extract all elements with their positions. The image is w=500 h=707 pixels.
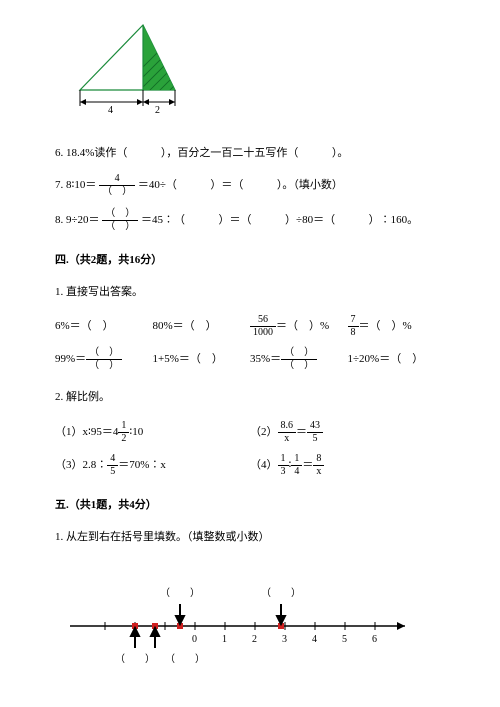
calc-row-2: 99%＝（ ）（ ） 1+5%＝（ ） 35%＝（ ）（ ） 1÷20%＝（ ） bbox=[55, 348, 445, 371]
question-8: 8. 9÷20＝ （ ） （ ） ＝45∶（ ）＝（ ）÷80＝（ ）∶160。 bbox=[55, 209, 445, 232]
q8-text-c: ）＝（ bbox=[219, 214, 252, 226]
number-line-figure: 0 1 2 3 4 5 6 （ ） （ ） （ ） bbox=[55, 576, 445, 673]
q8-text-e: ）∶160。 bbox=[369, 214, 419, 226]
q7-fraction: 4 （ ） bbox=[99, 174, 135, 197]
tick-4: 4 bbox=[312, 634, 317, 645]
section-5-title: 五.（共1题，共4分） bbox=[55, 497, 445, 515]
calc-1b: 80%＝（ ） bbox=[153, 318, 251, 336]
tick-5: 5 bbox=[342, 634, 347, 645]
calc-1d: 78＝（ ）% bbox=[348, 315, 446, 338]
calc-1a: 6%＝（ ） bbox=[55, 318, 153, 336]
triangle-figure: 4 2 bbox=[70, 20, 445, 127]
q6-text-b: ），百分之一百二十五写作（ bbox=[161, 147, 299, 159]
q6-text-a: 6. 18.4%读作（ bbox=[55, 147, 127, 159]
tick-2: 2 bbox=[252, 634, 257, 645]
q7-text-c: ）＝（ bbox=[210, 179, 243, 191]
tick-0: 0 bbox=[192, 634, 197, 645]
prop-4: （4）13∶14＝8x bbox=[250, 454, 445, 477]
q8-text-d: ）÷80＝（ bbox=[285, 214, 335, 226]
section-4-title: 四.（共2题，共16分） bbox=[55, 252, 445, 270]
arrowhead-icon bbox=[397, 622, 405, 630]
bot-blank-1: （ ） bbox=[115, 653, 155, 665]
top-blank-1: （ ） bbox=[160, 587, 200, 599]
dim-left-label: 4 bbox=[108, 105, 113, 116]
prop-1: （1）x∶95＝412∶10 bbox=[55, 421, 250, 444]
q7-text-b: ＝40÷（ bbox=[138, 179, 177, 191]
question-7: 7. 8∶10＝ 4 （ ） ＝40÷（ ）＝（ ）。（填小数） bbox=[55, 174, 445, 197]
tick-6: 6 bbox=[372, 634, 377, 645]
section-4-q2-label: 2. 解比例。 bbox=[55, 389, 445, 407]
bot-blank-2: （ ） bbox=[165, 653, 205, 665]
section-4-q1-label: 1. 直接写出答案。 bbox=[55, 284, 445, 302]
dim-right-label: 2 bbox=[155, 105, 160, 116]
calc-row-1: 6%＝（ ） 80%＝（ ） 561000＝（ ）% 78＝（ ）% bbox=[55, 315, 445, 338]
q7-text-a: 7. 8∶10＝ bbox=[55, 179, 96, 191]
tick-1: 1 bbox=[222, 634, 227, 645]
prop-3: （3）2.8∶45＝70%∶x bbox=[55, 454, 250, 477]
proportion-row-2: （3）2.8∶45＝70%∶x （4）13∶14＝8x bbox=[55, 454, 445, 477]
tick-3: 3 bbox=[282, 634, 287, 645]
calc-2d: 1÷20%＝（ ） bbox=[348, 351, 446, 369]
q6-text-c: ）。 bbox=[332, 147, 349, 159]
calc-2c: 35%＝（ ）（ ） bbox=[250, 348, 348, 371]
calc-1c: 561000＝（ ）% bbox=[250, 315, 348, 338]
q7-text-d: ）。（填小数） bbox=[277, 179, 343, 191]
top-blank-2: （ ） bbox=[261, 587, 301, 599]
calc-2b: 1+5%＝（ ） bbox=[153, 351, 251, 369]
q8-fraction: （ ） （ ） bbox=[102, 209, 138, 232]
section-5-q1-label: 1. 从左到右在括号里填数。（填整数或小数） bbox=[55, 529, 445, 547]
proportion-row-1: （1）x∶95＝412∶10 （2）8.6x＝435 bbox=[55, 421, 445, 444]
question-6: 6. 18.4%读作（ ），百分之一百二十五写作（ ）。 bbox=[55, 145, 445, 163]
q8-text-a: 8. 9÷20＝ bbox=[55, 214, 100, 226]
q8-text-b: ＝45∶（ bbox=[141, 214, 185, 226]
calc-2a: 99%＝（ ）（ ） bbox=[55, 348, 153, 371]
prop-2: （2）8.6x＝435 bbox=[250, 421, 445, 444]
